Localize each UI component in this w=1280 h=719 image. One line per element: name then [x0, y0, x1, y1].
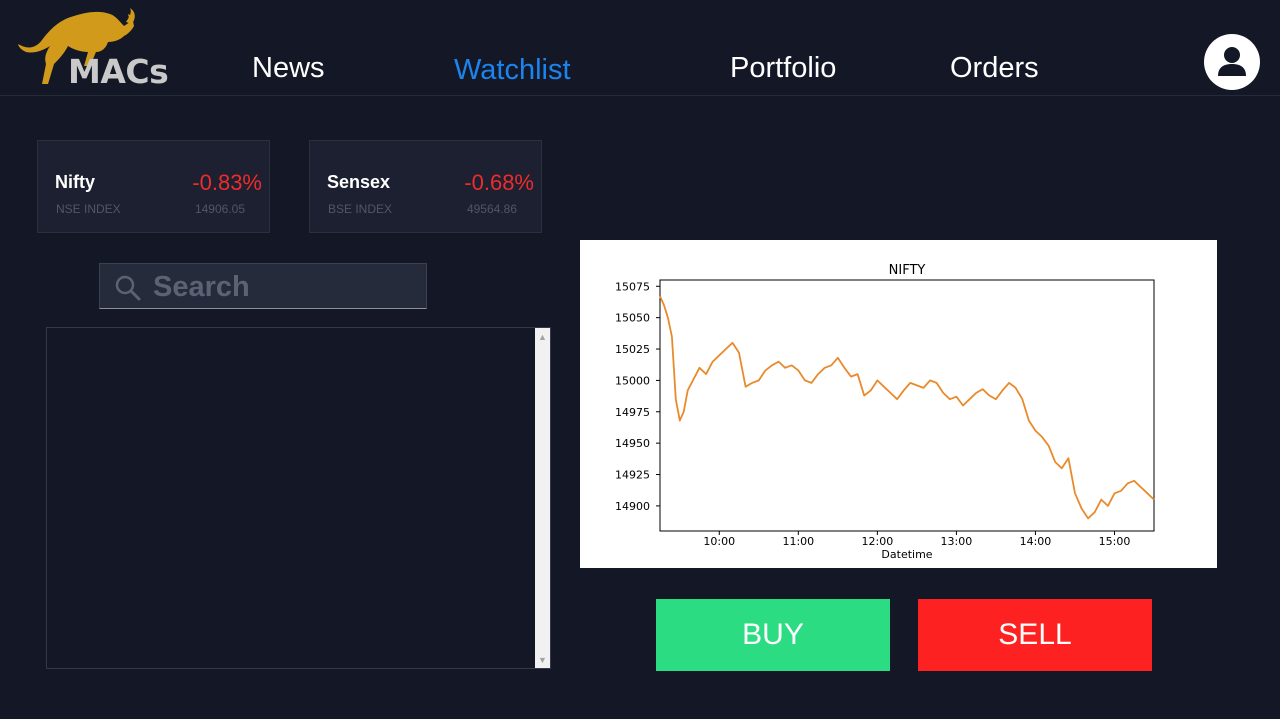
nav-watchlist[interactable]: Watchlist — [454, 54, 571, 86]
watchlist-results-panel[interactable]: ▲ ▼ — [46, 327, 551, 669]
line-chart: NIFTY 14900 14925 14950 14975 15000 15025 1505… — [615, 263, 1155, 561]
index-exchange: NSE INDEX — [56, 202, 121, 216]
nav-portfolio[interactable]: Portfolio — [730, 52, 837, 84]
macs-logo[interactable]: MACs — [14, 6, 174, 91]
x-tick-label: 14:00 — [1020, 535, 1052, 548]
logo-text: MACs — [68, 52, 169, 91]
x-tick-label: 12:00 — [862, 535, 894, 548]
y-tick-label: 15000 — [615, 374, 650, 387]
index-name: Nifty — [55, 172, 95, 192]
index-change: -0.68% — [464, 170, 534, 195]
sell-button[interactable]: SELL — [918, 599, 1152, 671]
user-avatar-button[interactable] — [1204, 34, 1260, 90]
nifty-chart: NIFTY 14900 14925 14950 14975 15000 15025 1505… — [580, 240, 1217, 568]
index-value: 49564.86 — [466, 202, 517, 216]
y-tick-label: 15050 — [615, 312, 650, 325]
y-tick-label: 14975 — [615, 406, 650, 419]
chart-title: NIFTY — [889, 263, 926, 278]
y-tick-label: 14950 — [615, 437, 650, 450]
index-exchange: BSE INDEX — [328, 202, 393, 216]
y-tick-label: 14900 — [615, 500, 650, 513]
nav-news[interactable]: News — [252, 52, 325, 84]
buy-button[interactable]: BUY — [656, 599, 890, 671]
search-input[interactable] — [151, 268, 415, 306]
x-axis-label: Datetime — [881, 548, 932, 561]
sensex-index-card[interactable]: Sensex -0.68% BSE INDEX 49564.86 — [309, 140, 542, 233]
top-navigation-bar: MACs News Watchlist Portfolio Orders — [0, 0, 1280, 96]
search-icon — [115, 275, 141, 301]
scrollbar[interactable]: ▲ ▼ — [535, 328, 550, 668]
search-box[interactable] — [99, 263, 427, 309]
bull-logo-icon — [18, 8, 135, 85]
x-tick-label: 15:00 — [1099, 535, 1131, 548]
plot-frame — [659, 279, 1155, 532]
user-icon — [1218, 47, 1246, 76]
y-tick-label: 15025 — [615, 343, 650, 356]
x-axis: 10:00 11:00 12:00 13:00 14:00 15:00 — [703, 531, 1130, 548]
x-tick-label: 13:00 — [941, 535, 973, 548]
x-tick-label: 11:00 — [782, 535, 814, 548]
nifty-index-card[interactable]: Nifty -0.83% NSE INDEX 14906.05 — [37, 140, 270, 233]
index-change: -0.83% — [192, 170, 262, 195]
y-tick-label: 15075 — [615, 280, 650, 293]
x-tick-label: 10:00 — [703, 535, 735, 548]
nifty-series-line — [659, 295, 1155, 520]
y-axis: 14900 14925 14950 14975 15000 15025 15050 15075 — [615, 280, 660, 513]
scroll-down-icon[interactable]: ▼ — [538, 655, 547, 665]
nav-orders[interactable]: Orders — [950, 52, 1039, 84]
scroll-up-icon[interactable]: ▲ — [538, 332, 547, 342]
y-tick-label: 14925 — [615, 469, 650, 482]
index-name: Sensex — [327, 172, 391, 192]
index-value: 14906.05 — [194, 202, 245, 216]
